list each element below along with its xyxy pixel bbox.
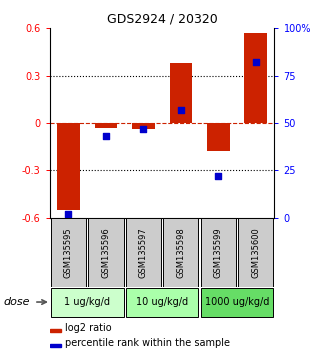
Bar bbox=[201, 288, 273, 317]
Bar bbox=[238, 218, 273, 287]
Text: 10 ug/kg/d: 10 ug/kg/d bbox=[136, 297, 188, 307]
Text: log2 ratio: log2 ratio bbox=[65, 322, 112, 332]
Title: GDS2924 / 20320: GDS2924 / 20320 bbox=[107, 13, 218, 26]
Bar bbox=[126, 288, 198, 317]
Bar bbox=[88, 218, 124, 287]
Text: GSM135600: GSM135600 bbox=[251, 227, 260, 278]
Bar bbox=[95, 123, 117, 128]
Bar bbox=[50, 344, 61, 347]
Bar bbox=[51, 218, 86, 287]
Text: GSM135596: GSM135596 bbox=[101, 227, 110, 278]
Bar bbox=[51, 288, 124, 317]
Text: 1 ug/kg/d: 1 ug/kg/d bbox=[64, 297, 110, 307]
Bar bbox=[50, 329, 61, 332]
Text: 1000 ug/kg/d: 1000 ug/kg/d bbox=[205, 297, 269, 307]
Text: percentile rank within the sample: percentile rank within the sample bbox=[65, 338, 230, 348]
Point bbox=[103, 133, 108, 139]
Point bbox=[253, 59, 258, 65]
Text: GSM135597: GSM135597 bbox=[139, 227, 148, 278]
Point bbox=[66, 211, 71, 217]
Text: GSM135598: GSM135598 bbox=[176, 227, 185, 278]
Point bbox=[216, 173, 221, 179]
Point bbox=[178, 107, 183, 113]
Bar bbox=[57, 123, 80, 210]
Bar bbox=[132, 123, 155, 129]
Text: dose: dose bbox=[3, 297, 30, 307]
Bar bbox=[207, 123, 230, 152]
Text: GSM135599: GSM135599 bbox=[214, 227, 223, 278]
Bar bbox=[245, 33, 267, 123]
Text: GSM135595: GSM135595 bbox=[64, 227, 73, 278]
Bar bbox=[126, 218, 161, 287]
Point bbox=[141, 126, 146, 132]
Bar bbox=[163, 218, 198, 287]
Bar bbox=[169, 63, 192, 123]
Bar bbox=[201, 218, 236, 287]
